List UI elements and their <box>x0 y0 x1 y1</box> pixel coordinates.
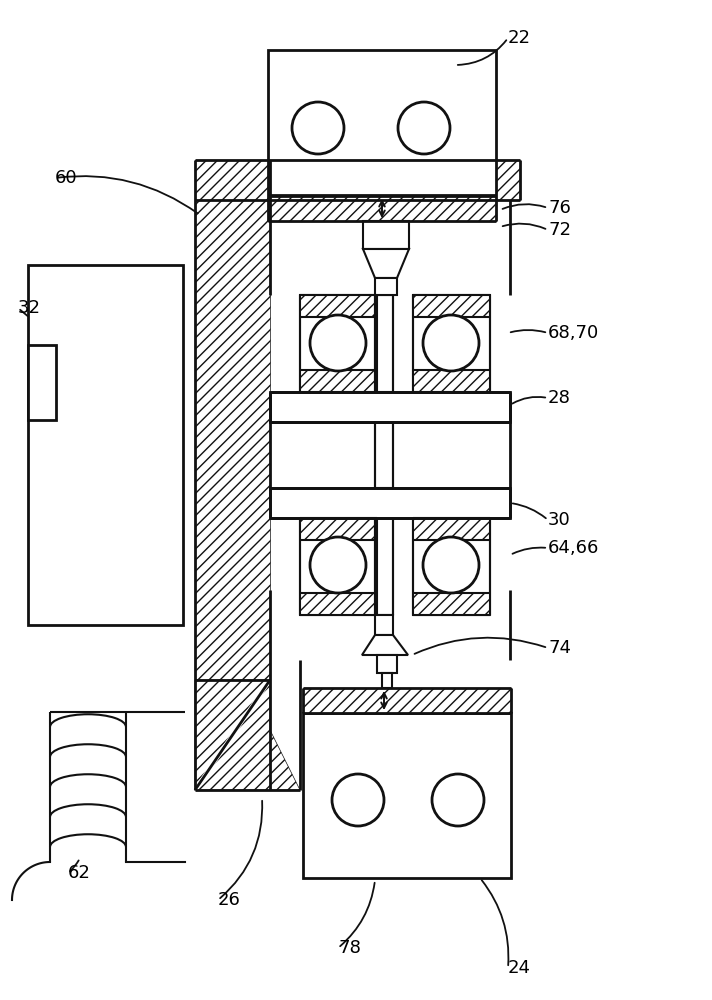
Bar <box>303 713 511 878</box>
Bar <box>363 221 409 249</box>
Bar <box>268 196 496 221</box>
Bar <box>375 422 393 488</box>
Text: 74: 74 <box>548 639 571 657</box>
Polygon shape <box>362 635 408 655</box>
Bar <box>195 160 520 200</box>
Text: 60: 60 <box>55 169 78 187</box>
Bar <box>375 615 393 635</box>
Bar <box>413 593 490 615</box>
Bar <box>28 265 183 625</box>
Bar <box>270 392 510 422</box>
Bar <box>28 345 56 420</box>
Circle shape <box>432 774 484 826</box>
Bar <box>300 370 377 392</box>
Text: 26: 26 <box>218 891 241 909</box>
Bar <box>413 518 490 540</box>
Text: 22: 22 <box>508 29 531 47</box>
Bar <box>300 518 377 540</box>
Bar <box>268 50 496 195</box>
Text: 32: 32 <box>18 299 41 317</box>
Circle shape <box>292 102 344 154</box>
Polygon shape <box>195 680 300 790</box>
Text: 62: 62 <box>68 864 91 882</box>
Text: 78: 78 <box>338 939 361 957</box>
Bar <box>413 370 490 392</box>
Bar <box>195 160 270 790</box>
Circle shape <box>310 537 366 593</box>
Bar <box>303 688 511 713</box>
Bar <box>413 518 490 615</box>
Circle shape <box>423 315 479 371</box>
Bar <box>377 655 397 673</box>
Bar <box>300 295 377 317</box>
Text: 28: 28 <box>548 389 571 407</box>
Circle shape <box>398 102 450 154</box>
Bar <box>375 278 397 295</box>
Bar <box>413 295 490 392</box>
Text: 68,70: 68,70 <box>548 324 600 342</box>
Bar <box>382 673 392 688</box>
Bar <box>413 295 490 317</box>
Circle shape <box>332 774 384 826</box>
Text: 76: 76 <box>548 199 571 217</box>
Bar <box>375 518 393 615</box>
Polygon shape <box>363 249 409 278</box>
Text: 72: 72 <box>548 221 571 239</box>
Bar <box>300 593 377 615</box>
Circle shape <box>310 315 366 371</box>
Bar <box>300 295 377 392</box>
Circle shape <box>423 537 479 593</box>
Bar <box>300 518 377 615</box>
Bar <box>375 295 393 392</box>
Bar <box>270 488 510 518</box>
Text: 30: 30 <box>548 511 571 529</box>
Text: 64,66: 64,66 <box>548 539 600 557</box>
Text: 24: 24 <box>508 959 531 977</box>
